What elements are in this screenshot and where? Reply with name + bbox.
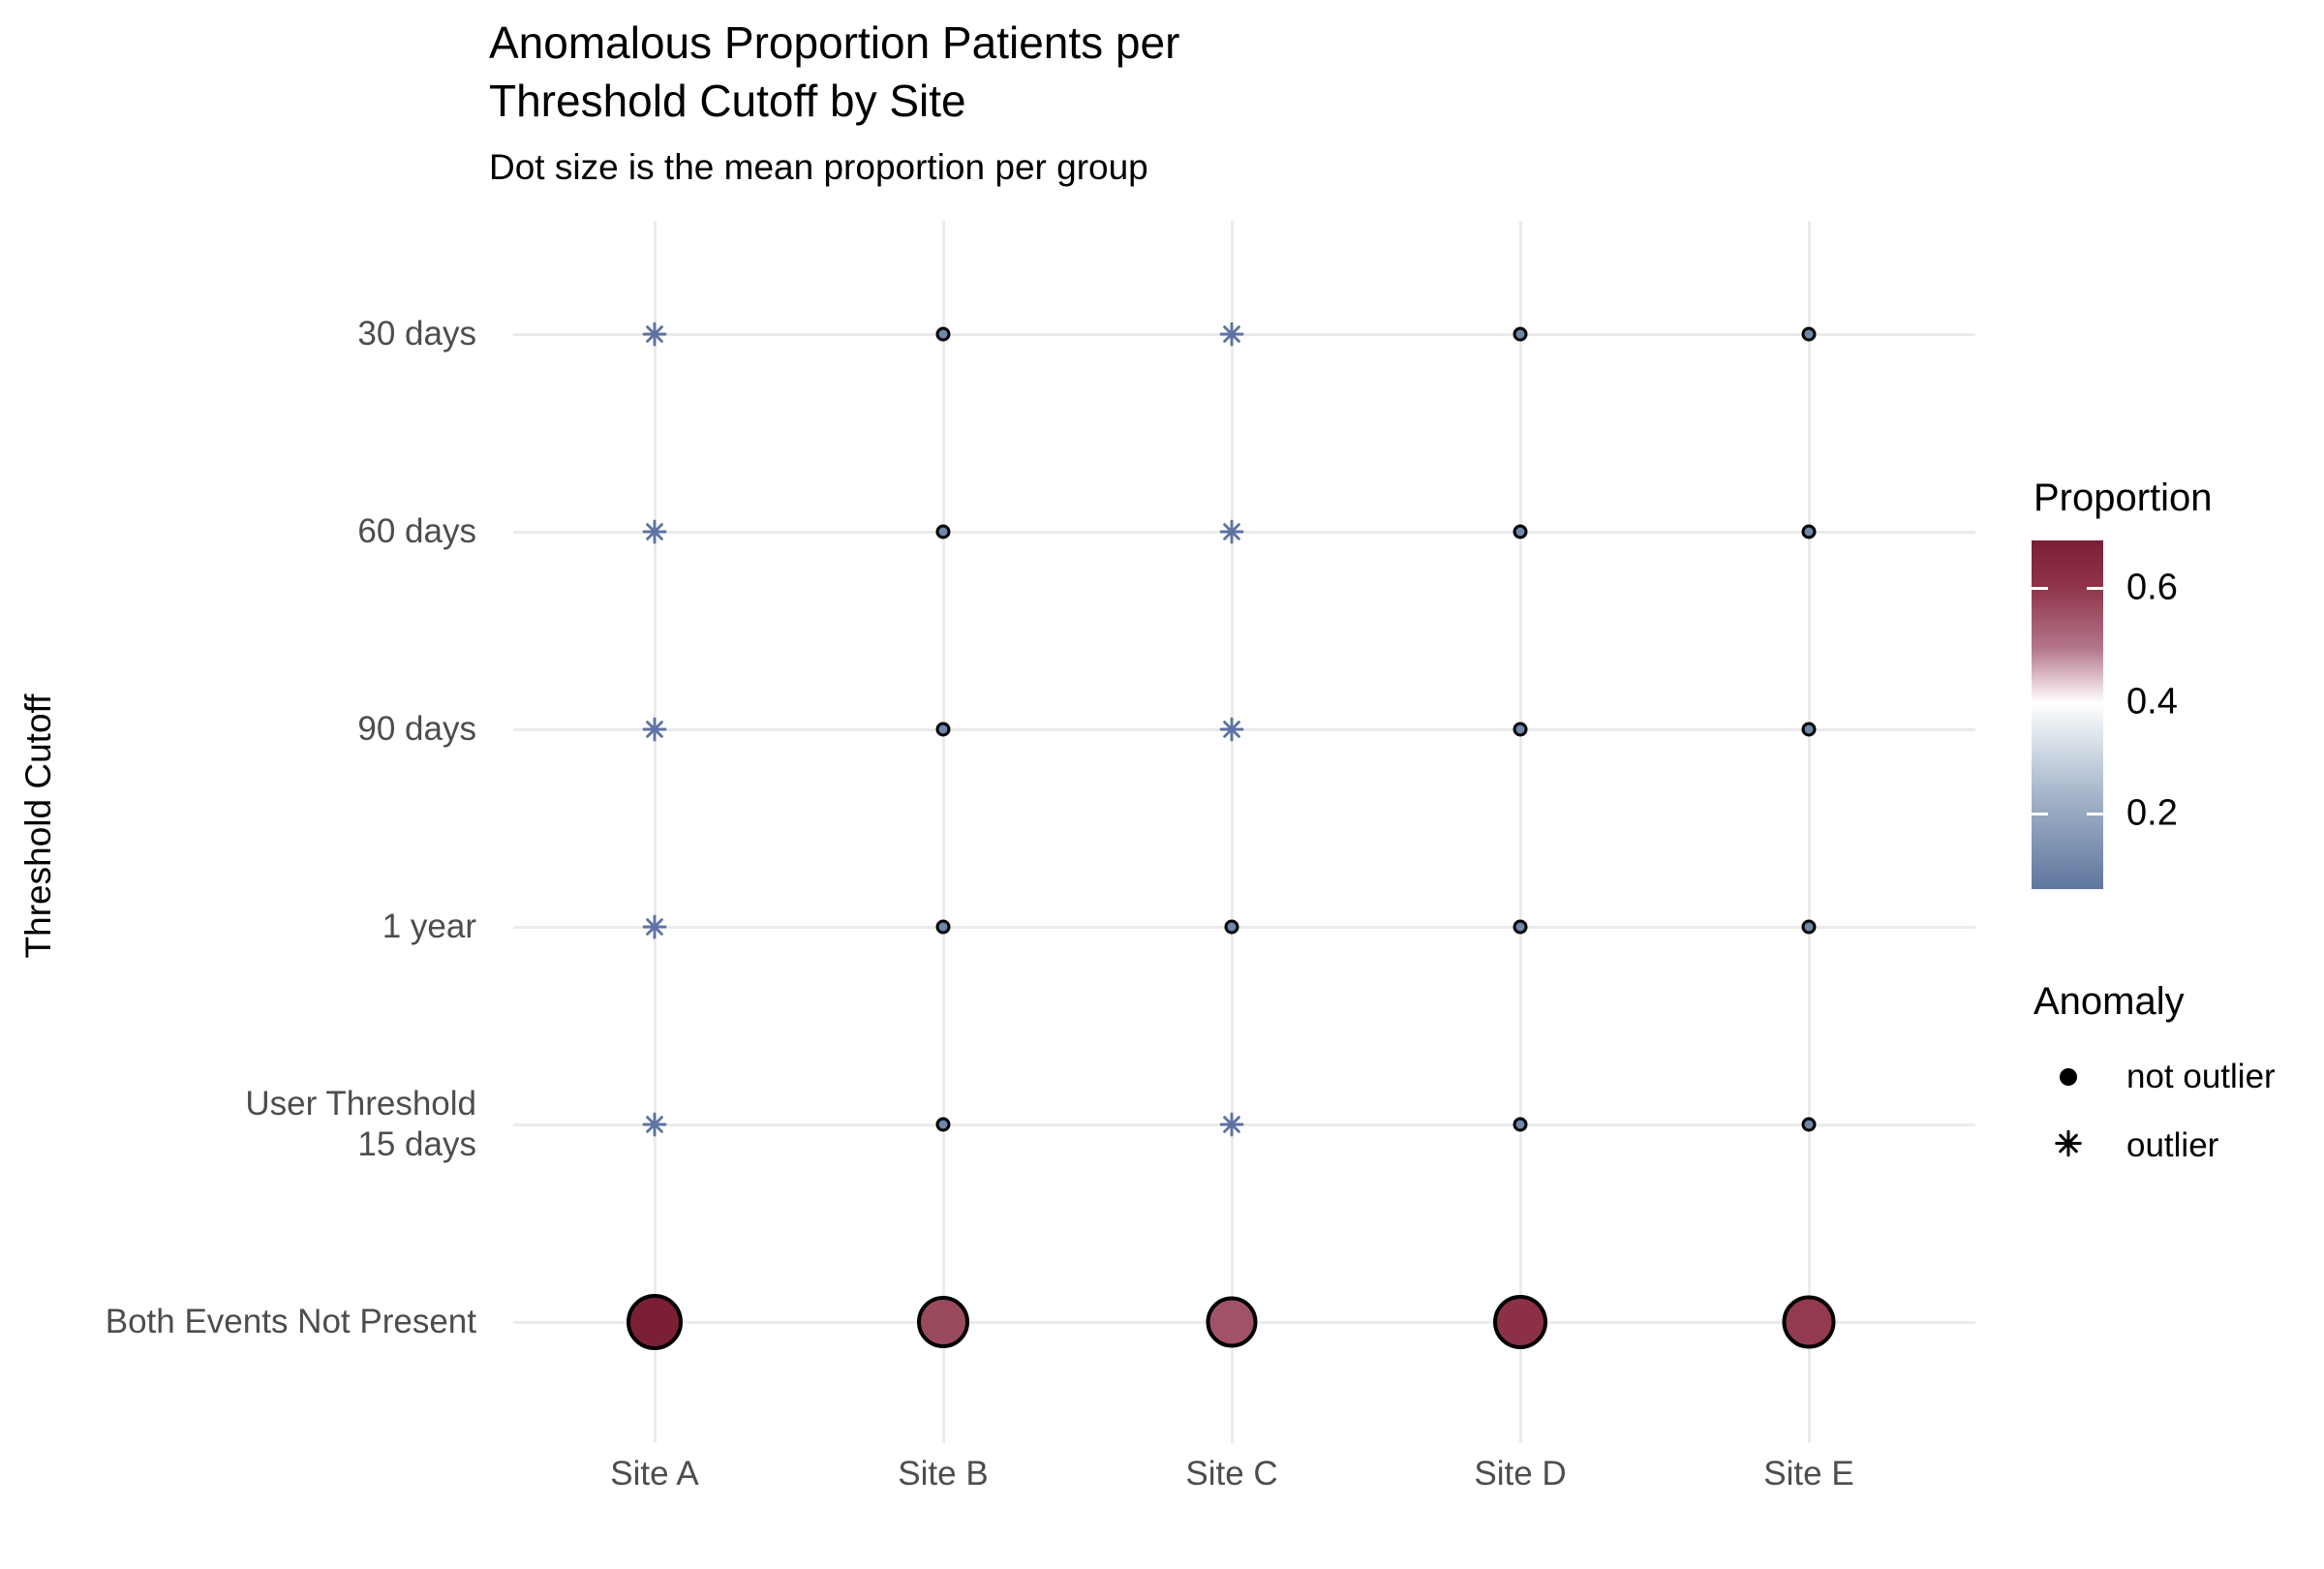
data-point-dot	[935, 326, 951, 342]
gridline-horizontal	[513, 333, 1975, 336]
y-tick-label: 60 days	[357, 512, 476, 550]
data-point-dot	[1513, 722, 1528, 737]
outlier-marker	[642, 717, 667, 742]
x-tick-label: Site D	[1474, 1455, 1567, 1492]
gridline-horizontal	[513, 926, 1975, 929]
gridline-horizontal	[513, 728, 1975, 731]
colorbar-label-0.6: 0.6	[2126, 567, 2178, 608]
colorbar-tick	[2032, 587, 2048, 590]
data-point-dot	[935, 1117, 951, 1132]
y-tick-label: 1 year	[382, 908, 476, 945]
data-point-dot	[1801, 524, 1817, 539]
colorbar-tick	[2087, 587, 2103, 590]
gridline-horizontal	[513, 1123, 1975, 1126]
data-point-dot	[1493, 1295, 1547, 1349]
gridline-vertical	[654, 221, 657, 1443]
data-point-dot	[1801, 326, 1817, 342]
outlier-marker	[642, 519, 667, 544]
data-point-dot	[935, 524, 951, 539]
x-tick-label: Site A	[610, 1455, 699, 1492]
proportion-legend-title: Proportion	[2034, 477, 2213, 519]
not-outlier-dot-icon	[2060, 1068, 2077, 1086]
data-point-dot	[917, 1296, 969, 1348]
outlier-marker	[1219, 322, 1244, 347]
colorbar-tick	[2087, 701, 2103, 704]
data-point-dot	[1801, 1117, 1817, 1132]
y-tick-label: Both Events Not Present	[105, 1303, 476, 1340]
colorbar-label-0.4: 0.4	[2126, 681, 2178, 723]
outlier-marker	[642, 1112, 667, 1137]
data-point-dot	[935, 722, 951, 737]
data-point-dot	[1513, 524, 1528, 539]
chart-title: Anomalous Proportion Patients per Thresh…	[489, 17, 1180, 126]
x-tick-label: Site C	[1185, 1455, 1278, 1492]
chart-subtitle: Dot size is the mean proportion per grou…	[489, 147, 1148, 187]
colorbar-label-0.2: 0.2	[2126, 792, 2178, 834]
x-tick-label: Site E	[1763, 1455, 1854, 1492]
colorbar-tick	[2032, 813, 2048, 815]
y-tick-label: 90 days	[357, 710, 476, 748]
outlier-asterisk-icon	[2055, 1129, 2082, 1162]
colorbar-tick	[2087, 813, 2103, 815]
outlier-marker	[642, 322, 667, 347]
gridline-vertical	[942, 221, 945, 1443]
outlier-marker	[642, 914, 667, 939]
not-outlier-label: not outlier	[2126, 1058, 2276, 1095]
data-point-dot	[1801, 919, 1817, 935]
gridline-horizontal	[513, 531, 1975, 534]
data-point-dot	[1801, 722, 1817, 737]
outlier-marker	[1219, 717, 1244, 742]
anomaly-legend-title: Anomaly	[2034, 980, 2185, 1023]
data-point-dot	[1782, 1295, 1836, 1349]
proportion-colorbar	[2032, 540, 2103, 889]
outlier-marker	[1219, 1112, 1244, 1137]
x-tick-label: Site B	[898, 1455, 989, 1492]
data-point-dot	[1224, 919, 1239, 935]
y-tick-label: User Threshold 15 days	[245, 1085, 476, 1163]
data-point-dot	[1206, 1296, 1258, 1348]
y-tick-label: 30 days	[357, 315, 476, 353]
gridline-vertical	[1808, 221, 1811, 1443]
colorbar-tick	[2032, 701, 2048, 704]
outlier-label: outlier	[2126, 1126, 2219, 1164]
data-point-dot	[1513, 1117, 1528, 1132]
data-point-dot	[1513, 919, 1528, 935]
gridline-vertical	[1231, 221, 1234, 1443]
gridline-vertical	[1519, 221, 1522, 1443]
outlier-marker	[1219, 519, 1244, 544]
data-point-dot	[627, 1294, 683, 1350]
data-point-dot	[935, 919, 951, 935]
data-point-dot	[1513, 326, 1528, 342]
y-axis-title: Threshold Cutoff	[18, 693, 58, 959]
